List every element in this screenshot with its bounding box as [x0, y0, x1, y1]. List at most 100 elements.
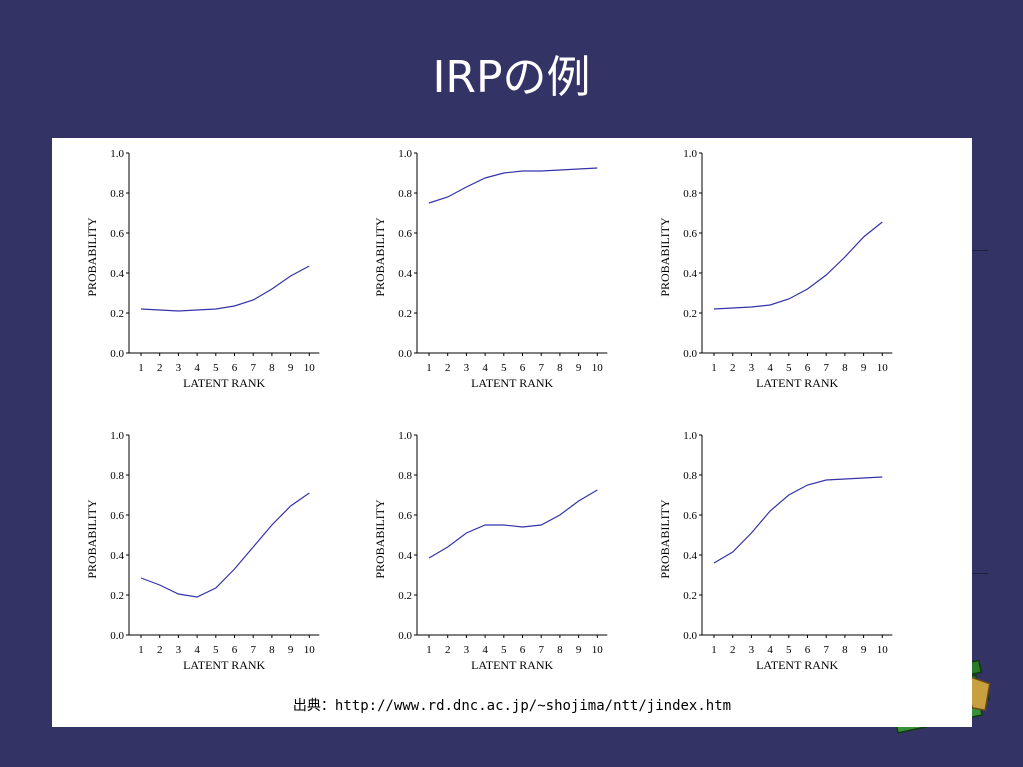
x-tick-label: 2 [730, 362, 736, 374]
y-axis-label: PROBABILITY [658, 217, 672, 297]
x-tick-label: 2 [157, 362, 163, 374]
x-tick-label: 4 [767, 644, 773, 656]
x-tick-label: 2 [157, 644, 163, 656]
y-tick-label: 0.6 [683, 510, 697, 522]
x-tick-label: 3 [176, 644, 182, 656]
x-tick-label: 7 [538, 644, 544, 656]
y-tick-label: 0.8 [110, 188, 124, 200]
y-tick-label: 0.6 [398, 228, 412, 240]
irp-curve [428, 167, 598, 204]
irp-curve [140, 492, 310, 598]
x-tick-label: 1 [711, 362, 717, 374]
decorative-line [968, 573, 988, 574]
x-tick-label: 3 [176, 362, 182, 374]
y-tick-label: 1.0 [110, 430, 124, 442]
x-tick-label: 1 [426, 644, 432, 656]
y-tick-label: 0.0 [683, 348, 697, 360]
x-tick-label: 4 [194, 362, 200, 374]
slide-title: IRPの例 [432, 52, 591, 103]
y-tick-label: 0.2 [683, 590, 697, 602]
y-tick-label: 1.0 [110, 148, 124, 160]
irp-curve [713, 221, 883, 310]
y-tick-label: 0.2 [398, 590, 412, 602]
x-tick-label: 9 [288, 644, 294, 656]
y-tick-label: 0.0 [110, 348, 124, 360]
y-tick-label: 0.0 [683, 630, 697, 642]
y-axis-label: PROBABILITY [85, 217, 99, 297]
irp-curve [713, 476, 883, 564]
x-tick-label: 5 [213, 644, 219, 656]
x-tick-label: 5 [501, 362, 507, 374]
x-axis-label: LATENT RANK [471, 658, 553, 672]
y-tick-label: 0.8 [398, 470, 412, 482]
x-tick-label: 5 [213, 362, 219, 374]
y-tick-label: 0.8 [683, 470, 697, 482]
x-tick-label: 9 [576, 644, 582, 656]
x-tick-label: 4 [482, 644, 488, 656]
x-tick-label: 1 [138, 362, 144, 374]
x-tick-label: 6 [232, 644, 238, 656]
x-tick-label: 3 [464, 362, 470, 374]
decorative-line [968, 250, 988, 251]
x-tick-label: 10 [304, 644, 316, 656]
y-tick-label: 0.6 [683, 228, 697, 240]
y-axis-label: PROBABILITY [85, 499, 99, 579]
y-tick-label: 0.0 [110, 630, 124, 642]
y-tick-label: 0.4 [398, 268, 412, 280]
y-tick-label: 0.8 [683, 188, 697, 200]
x-tick-label: 10 [592, 644, 604, 656]
y-tick-label: 0.2 [110, 308, 124, 320]
y-axis-label: PROBABILITY [658, 499, 672, 579]
y-tick-label: 0.0 [398, 348, 412, 360]
x-axis-label: LATENT RANK [756, 376, 838, 390]
x-tick-label: 9 [861, 362, 867, 374]
x-axis-label: LATENT RANK [183, 658, 265, 672]
x-tick-label: 6 [805, 644, 811, 656]
x-tick-label: 1 [426, 362, 432, 374]
y-tick-label: 0.0 [398, 630, 412, 642]
x-tick-label: 7 [250, 362, 256, 374]
x-tick-label: 8 [269, 362, 275, 374]
y-tick-label: 0.2 [398, 308, 412, 320]
x-axis-label: LATENT RANK [756, 658, 838, 672]
x-tick-label: 7 [823, 644, 829, 656]
source-citation: 出典：http://www.rd.dnc.ac.jp/~shojima/ntt/… [292, 698, 732, 714]
y-tick-label: 0.4 [110, 268, 124, 280]
y-axis-label: PROBABILITY [373, 217, 387, 297]
irp-curve [428, 489, 598, 559]
x-tick-label: 1 [138, 644, 144, 656]
x-tick-label: 6 [805, 362, 811, 374]
x-tick-label: 6 [232, 362, 238, 374]
x-tick-label: 8 [557, 644, 563, 656]
x-tick-label: 10 [592, 362, 604, 374]
y-tick-label: 0.4 [398, 550, 412, 562]
y-axis-label: PROBABILITY [373, 499, 387, 579]
x-tick-label: 3 [749, 362, 755, 374]
y-tick-label: 0.4 [110, 550, 124, 562]
x-tick-label: 2 [445, 362, 451, 374]
x-axis-label: LATENT RANK [471, 376, 553, 390]
x-tick-label: 10 [877, 362, 889, 374]
y-tick-label: 0.6 [110, 510, 124, 522]
x-tick-label: 9 [576, 362, 582, 374]
x-tick-label: 8 [557, 362, 563, 374]
y-tick-label: 1.0 [398, 148, 412, 160]
x-tick-label: 4 [767, 362, 773, 374]
y-tick-label: 0.8 [110, 470, 124, 482]
y-tick-label: 1.0 [683, 430, 697, 442]
x-tick-label: 7 [538, 362, 544, 374]
y-tick-label: 0.8 [398, 188, 412, 200]
x-tick-label: 5 [501, 644, 507, 656]
y-tick-label: 0.6 [398, 510, 412, 522]
x-tick-label: 8 [842, 362, 848, 374]
x-tick-label: 8 [269, 644, 275, 656]
y-tick-label: 1.0 [683, 148, 697, 160]
y-tick-label: 0.4 [683, 550, 697, 562]
x-tick-label: 8 [842, 644, 848, 656]
x-tick-label: 4 [482, 362, 488, 374]
chart-panel: 0.0 0.2 0.4 0.6 0.8 1.0 1 2 3 4 5 6 7 8 9 10 LATENT RANK… [52, 138, 972, 727]
x-tick-label: 9 [288, 362, 294, 374]
irp-curve [140, 265, 310, 312]
y-tick-label: 0.2 [683, 308, 697, 320]
